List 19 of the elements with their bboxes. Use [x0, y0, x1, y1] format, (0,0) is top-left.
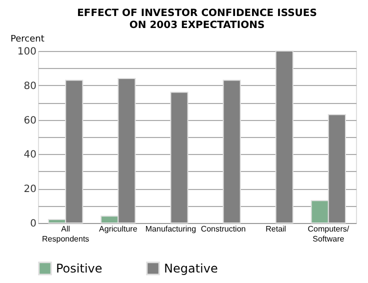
- y-tick-label: 20: [24, 184, 36, 196]
- y-axis-title: Percent: [10, 34, 45, 44]
- y-tick-label: 100: [17, 46, 36, 58]
- bar: [222, 80, 241, 224]
- x-tick-label: Retail: [266, 224, 286, 234]
- x-tick-label: Agriculture: [99, 224, 138, 234]
- chart-title: EFFECT OF INVESTOR CONFIDENCE ISSUES ON 2003 EXPECTATIONS: [77, 8, 317, 31]
- x-tick-label: Manufacturing: [145, 224, 196, 234]
- y-tick-label: 40: [24, 150, 36, 161]
- x-tick-label: Construction: [200, 224, 246, 234]
- legend-label: Positive: [56, 261, 102, 276]
- bar: [275, 50, 294, 224]
- legend-label: Negative: [164, 261, 218, 276]
- x-tick-label: Computers/ Software: [308, 224, 350, 244]
- y-tick-label: 60: [24, 115, 36, 126]
- bar: [170, 92, 188, 224]
- y-tick-label: 80: [24, 80, 36, 92]
- y-tick-label: 0: [30, 218, 36, 230]
- x-tick-label: All Respondents: [42, 224, 90, 244]
